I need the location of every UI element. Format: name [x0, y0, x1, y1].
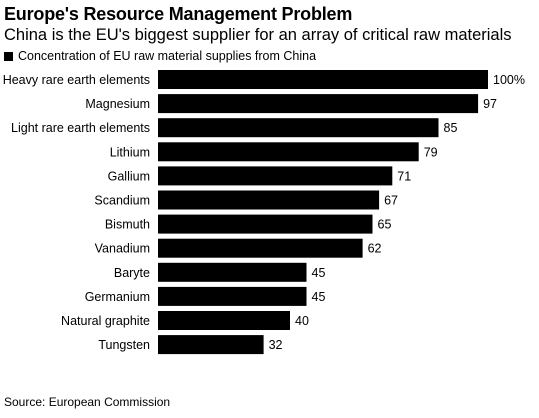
value-label: 32	[269, 338, 283, 352]
value-label: 97	[483, 97, 497, 111]
bar	[158, 214, 373, 234]
bar	[158, 335, 264, 355]
category-label: Gallium	[108, 169, 150, 183]
source-note: Source: European Commission	[4, 395, 171, 409]
bar	[158, 238, 363, 258]
category-label: Natural graphite	[61, 314, 150, 328]
bar	[158, 286, 307, 306]
category-label: Bismuth	[105, 218, 150, 232]
legend-label: Concentration of EU raw material supplie…	[18, 49, 317, 63]
bar	[158, 166, 393, 186]
category-label: Lithium	[110, 145, 150, 159]
value-label: 100%	[493, 73, 525, 87]
bar	[158, 94, 479, 114]
bar	[158, 70, 488, 89]
value-label: 79	[424, 145, 438, 159]
category-label: Tungsten	[98, 338, 150, 352]
value-label: 67	[384, 194, 398, 208]
legend-swatch	[4, 51, 13, 61]
value-label: 45	[312, 266, 326, 280]
value-label: 62	[368, 242, 382, 256]
category-label: Scandium	[94, 194, 150, 208]
value-label: 40	[295, 314, 309, 328]
chart-subtitle: China is the EU's biggest supplier for a…	[4, 26, 512, 44]
category-label: Magnesium	[85, 97, 150, 111]
bar	[158, 118, 439, 138]
category-label: Baryte	[114, 266, 150, 280]
category-label: Vanadium	[95, 242, 150, 256]
legend: Concentration of EU raw material supplie…	[4, 48, 316, 64]
category-label: Heavy rare earth elements	[3, 73, 150, 87]
value-label: 85	[444, 121, 458, 135]
value-label: 65	[378, 218, 392, 232]
bar	[158, 311, 290, 330]
chart-title: Europe's Resource Management Problem	[4, 4, 353, 24]
value-label: 71	[397, 169, 411, 183]
value-label: 45	[312, 290, 326, 304]
bar	[158, 142, 419, 162]
category-label: Germanium	[85, 290, 150, 304]
bar	[158, 190, 380, 210]
category-label: Light rare earth elements	[11, 121, 150, 135]
bar	[158, 262, 307, 282]
